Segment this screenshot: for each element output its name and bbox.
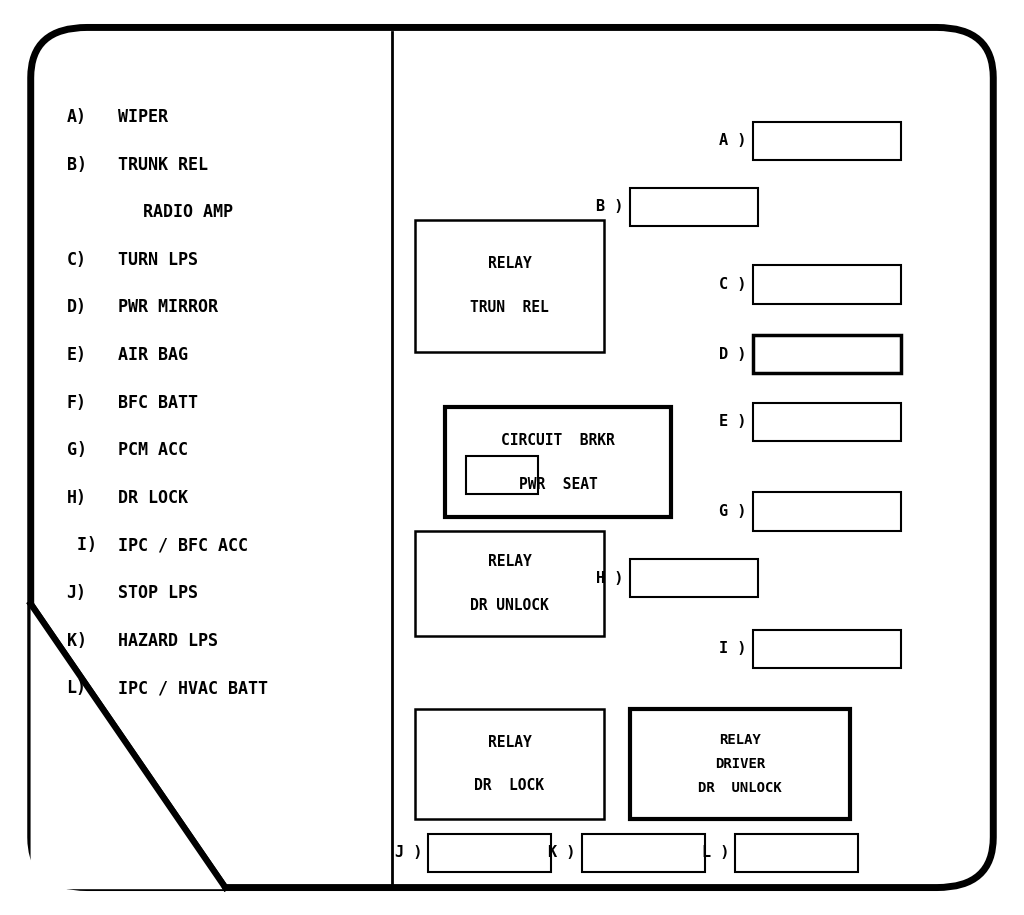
Text: HAZARD LPS: HAZARD LPS (118, 631, 218, 650)
Text: IPC / HVAC BATT: IPC / HVAC BATT (118, 679, 267, 697)
Text: RELAY: RELAY (487, 256, 531, 272)
Text: TRUNK REL: TRUNK REL (118, 156, 208, 174)
Text: RELAY: RELAY (487, 554, 531, 569)
Text: PWR MIRROR: PWR MIRROR (118, 298, 218, 317)
Bar (582, 834, 705, 872)
Text: RELAY: RELAY (719, 733, 761, 748)
Text: AIR BAG: AIR BAG (118, 346, 187, 364)
Text: G ): G ) (719, 504, 746, 519)
Text: B ): B ) (596, 199, 624, 214)
Text: C): C) (67, 251, 87, 269)
Text: TURN LPS: TURN LPS (118, 251, 198, 269)
Bar (753, 492, 901, 531)
Text: PWR  SEAT: PWR SEAT (519, 477, 597, 491)
Text: E): E) (67, 346, 87, 364)
Text: J): J) (67, 584, 87, 602)
Text: I): I) (67, 536, 96, 554)
Text: A): A) (67, 108, 87, 126)
Text: E ): E ) (719, 414, 746, 429)
Text: RADIO AMP: RADIO AMP (143, 203, 233, 221)
Bar (428, 834, 551, 872)
Text: D): D) (67, 298, 87, 317)
Text: F): F) (67, 393, 87, 412)
Text: WIPER: WIPER (118, 108, 168, 126)
Bar (630, 559, 758, 597)
Text: STOP LPS: STOP LPS (118, 584, 198, 602)
Text: L ): L ) (701, 845, 729, 860)
Text: CIRCUIT  BRKR: CIRCUIT BRKR (501, 433, 615, 447)
Text: TRUN  REL: TRUN REL (470, 300, 549, 316)
Bar (753, 265, 901, 304)
Bar (630, 709, 850, 819)
Text: DR  UNLOCK: DR UNLOCK (698, 780, 781, 795)
Text: BFC BATT: BFC BATT (118, 393, 198, 412)
Text: A ): A ) (719, 134, 746, 148)
Text: DR LOCK: DR LOCK (118, 489, 187, 507)
Text: K): K) (67, 631, 87, 650)
Text: C ): C ) (719, 277, 746, 292)
Bar (445, 407, 671, 517)
Bar (415, 709, 604, 819)
Text: H): H) (67, 489, 87, 507)
Text: L): L) (67, 679, 87, 697)
Text: B): B) (67, 156, 87, 174)
Bar (630, 188, 758, 226)
Bar (753, 403, 901, 441)
Text: D ): D ) (719, 347, 746, 361)
Text: IPC / BFC ACC: IPC / BFC ACC (118, 536, 248, 554)
Text: K ): K ) (548, 845, 575, 860)
Text: DR  LOCK: DR LOCK (474, 779, 545, 793)
Bar (415, 531, 604, 636)
Text: I ): I ) (719, 641, 746, 656)
Bar (753, 122, 901, 160)
FancyBboxPatch shape (31, 27, 993, 888)
Polygon shape (31, 604, 225, 888)
Text: PCM ACC: PCM ACC (118, 441, 187, 459)
Text: RELAY: RELAY (487, 735, 531, 749)
Bar (753, 630, 901, 668)
Text: J ): J ) (394, 845, 422, 860)
Polygon shape (31, 604, 225, 888)
Bar (753, 335, 901, 373)
Text: H ): H ) (596, 571, 624, 586)
Bar (466, 456, 538, 494)
Bar (735, 834, 858, 872)
Text: DRIVER: DRIVER (715, 757, 765, 771)
Text: blownfuse.co: blownfuse.co (470, 475, 626, 499)
Bar (415, 220, 604, 352)
Text: DR UNLOCK: DR UNLOCK (470, 597, 549, 613)
Text: G): G) (67, 441, 87, 459)
